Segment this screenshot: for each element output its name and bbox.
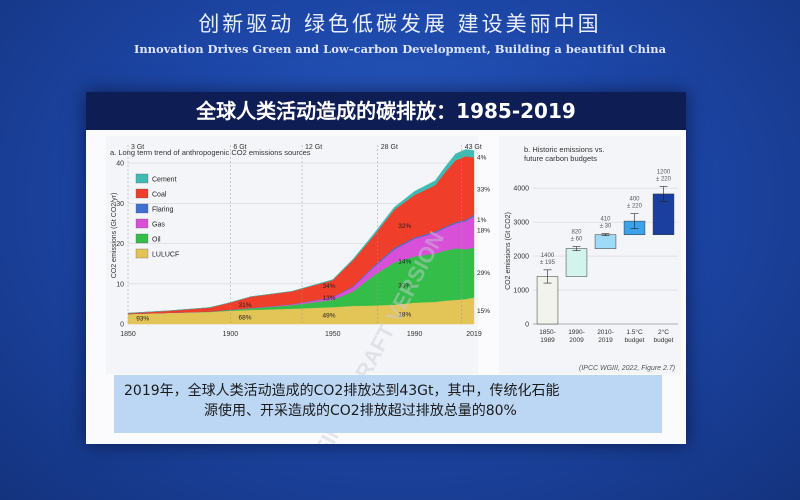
chart-b-category-label: 1850-1989 [539,329,556,344]
chart-b-bar [594,234,617,249]
chart-b-value-label: 1400 ± 195 [540,253,556,266]
banner-title-cn: 创新驱动 绿色低碳发展 建设美丽中国 [198,12,602,36]
chart-a-total-label: 3 Gt [131,144,144,151]
chart-b-value-label: 400 ± 220 [627,197,643,210]
chart-b-y-label: CO2 emissions (Gt CO2) [505,212,512,290]
legend-label-oil: Oil [152,237,161,244]
slide-title: 全球人类活动造成的碳排放：1985-2019 [86,92,686,130]
chart-a-x-tick: 1950 [325,331,341,338]
chart-b-y-tick: 2000 [513,254,529,261]
chart-a-y-tick: 0 [120,322,124,329]
chart-a-right-label: 15% [477,308,490,315]
chart-b-bar [536,276,559,325]
chart-a-share-label: 31% [239,302,252,309]
chart-a-right-label: 33% [477,187,490,194]
chart-a-right-label: 1% [477,217,487,224]
chart-a-share-label: 32% [398,223,411,230]
legend-label-coal: Coal [152,192,167,199]
legend-swatch-flaring [135,203,149,214]
chart-a-y-tick: 10 [116,281,124,288]
legend-swatch-coal [135,188,149,199]
chart-b-value-label: 1200 ± 220 [656,169,672,182]
chart-a-total-label: 43 Gt [465,144,482,151]
legend-swatch-oil [135,233,149,244]
chart-a-total-label: 12 Gt [305,144,322,151]
caption-line-2: 源使用、开采造成的CO2排放超过排放总量的80% [204,403,517,419]
chart-a-title: a. Long term trend of anthropogenic CO2 … [110,148,311,157]
chart-b-bar [565,248,588,277]
legend-label-flaring: Flaring [152,207,174,214]
chart-a-share-label: 49% [322,313,335,320]
chart-a-share-label: 93% [136,315,149,322]
chart-b-category-label: 2010-2019 [597,329,614,344]
chart-a-x-tick: 1850 [120,331,136,338]
chart-b-y-tick: 4000 [513,186,529,193]
chart-a-share-label: 34% [322,283,335,290]
banner-title-en: Innovation Drives Green and Low-carbon D… [133,42,667,56]
chart-a-y-tick: 40 [116,161,124,168]
chart-a-share-label: 18% [398,311,411,318]
figure-source: (IPCC WGIII, 2022, Figure 2.7) [579,365,675,372]
legend-swatch-gas [135,218,149,229]
chart-a-right-label: 4% [477,155,487,162]
chart-a-y-tick: 20 [116,241,124,248]
chart-a-right-label: 18% [477,227,490,234]
legend-swatch-lulucf [135,248,149,259]
chart-b-category-label: 1990-2009 [568,329,585,344]
chart-a-share-label: 13% [322,295,335,302]
chart-a-x-tick: 1900 [223,331,239,338]
legend-label-cement: Cement [152,177,177,184]
caption-line-1: 2019年，全球人类活动造成的CO2排放达到43Gt，其中，传统化石能 [124,383,560,399]
chart-b-y-tick: 3000 [513,220,529,227]
chart-a-total-label: 28 Gt [381,144,398,151]
chart-a-right-label: 29% [477,270,490,277]
legend-label-lulucf: LULUCF [152,252,179,259]
chart-b-value-label: 410 ± 30 [600,217,612,230]
chart-a-share-label: 33% [398,282,411,289]
chart-a-total-label: 6 Gt [233,144,246,151]
chart-a-emissions-trend: a. Long term trend of anthropogenic CO2 … [106,136,490,374]
chart-b-carbon-budgets: b. Historic emissions vs. future carbon b… [499,136,681,374]
chart-a-y-tick: 30 [116,201,124,208]
chart-b-y-tick: 1000 [513,288,529,295]
chart-b-category-label: 2°C budget [654,328,674,344]
chart-b-background [499,136,681,374]
chart-a-share-label: 68% [239,314,252,321]
chart-a-area-cement [127,149,475,314]
chart-b-title: b. Historic emissions vs. future carbon b… [524,145,604,163]
chart-a-x-tick: 2019 [466,331,482,338]
legend-swatch-cement [135,173,149,184]
caption-box: 2019年，全球人类活动造成的CO2排放达到43Gt，其中，传统化石能 源使用、… [114,375,662,433]
chart-b-value-label: 820 ± 60 [571,230,583,243]
legend-label-gas: Gas [152,222,165,229]
presentation-screen: 全球人类活动造成的碳排放：1985-2019 a. Long term tren… [86,92,686,444]
chart-b-y-tick: 0 [525,322,529,329]
chart-a-x-tick: 1990 [407,331,423,338]
chart-a-share-label: 14% [398,258,411,265]
figure: a. Long term trend of anthropogenic CO2 … [106,136,681,444]
chart-a-y-label: CO2 emissions (Gt CO2/yr) [111,193,118,279]
chart-b-category-label: 1.5°C budget [625,328,645,344]
